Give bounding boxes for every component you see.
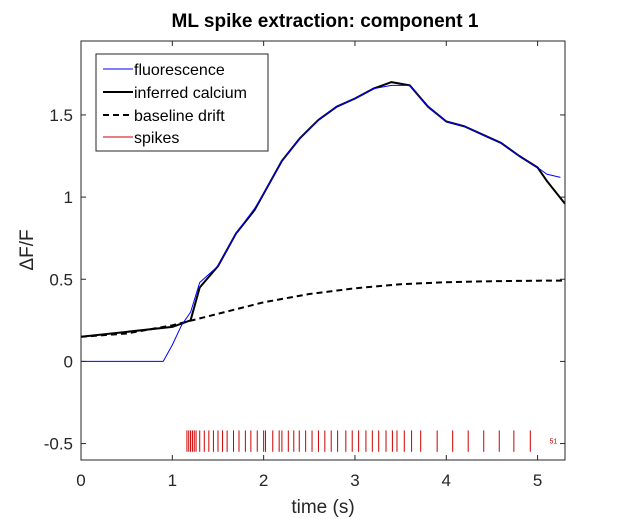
legend-label-inferred-calcium: inferred calcium [134,85,247,102]
y-axis-label: ΔF/F [17,229,38,270]
x-tick-label: 1 [168,471,177,490]
annotations: 51 [549,439,557,446]
y-tick-label: 0.5 [49,270,73,289]
chart-title: ML spike extraction: component 1 [172,11,479,32]
y-tick-label: 1.5 [49,106,73,125]
legend-label-baseline-drift: baseline drift [134,108,225,125]
y-tick-label: -0.5 [44,435,73,454]
legend-label-spikes: spikes [134,130,179,147]
legend: fluorescence inferred calcium baseline d… [95,53,269,152]
spike-count-annotation: 51 [549,439,557,446]
x-axis-label: time (s) [291,497,354,518]
x-tick-label: 4 [442,471,451,490]
y-tick-label: 1 [64,188,73,207]
spike-raster [186,430,531,452]
legend-label-fluorescence: fluorescence [134,62,225,79]
series-line-baseline-drift [80,279,566,338]
x-tick-label: 3 [350,471,359,490]
x-tick-label: 2 [259,471,268,490]
x-axis-ticks: 0 1 2 3 4 5 [76,41,542,490]
plot-area [80,81,566,452]
axes-box [80,40,566,461]
y-tick-label: 0 [64,352,73,371]
series-line-fluorescence [81,84,561,362]
x-tick-label: 5 [533,471,542,490]
y-axis-ticks: -0.5 0 0.5 1 1.5 [44,106,565,454]
legend-box [95,53,269,152]
x-tick-label: 0 [76,471,85,490]
series-lines [80,81,566,362]
